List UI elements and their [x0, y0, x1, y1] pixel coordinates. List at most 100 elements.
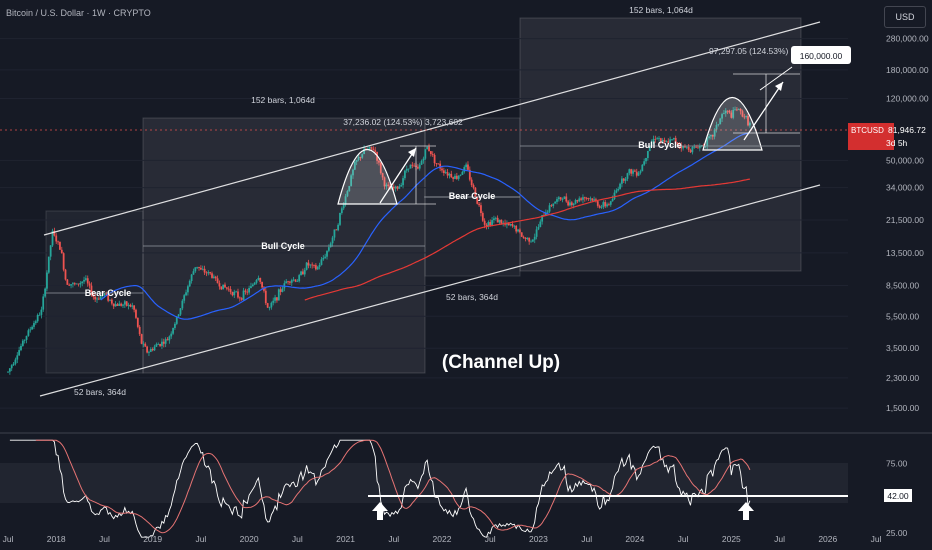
- candle-body: [199, 267, 202, 270]
- candle-body: [706, 137, 709, 147]
- candle-body: [454, 175, 456, 179]
- price-badge-countdown: 3d 5h: [886, 138, 908, 148]
- candle-body: [652, 138, 655, 143]
- candle-body: [279, 289, 282, 292]
- candle-body: [372, 148, 375, 151]
- candle-body: [446, 172, 449, 176]
- candle-body: [90, 285, 93, 295]
- candle-body: [591, 198, 594, 201]
- candle-body: [541, 215, 544, 222]
- candle-body: [277, 289, 280, 301]
- arrowhead-2021: [408, 148, 416, 157]
- price-badge-symbol: BTCUSD: [851, 126, 884, 135]
- candle-body: [34, 321, 37, 324]
- candle-body: [110, 299, 113, 304]
- candle-body: [49, 245, 52, 257]
- candles[interactable]: [7, 106, 751, 375]
- candle-body: [227, 288, 230, 290]
- candle-body: [506, 222, 508, 225]
- candle-body: [237, 291, 239, 298]
- candle-body: [570, 202, 573, 206]
- candle-body: [270, 302, 273, 308]
- channel-upper-line[interactable]: [43, 21, 821, 236]
- candle-body: [268, 307, 271, 309]
- candle-body: [27, 330, 30, 336]
- candle-body: [363, 148, 366, 155]
- candle-body: [737, 108, 740, 110]
- candle-body: [598, 205, 601, 208]
- candle-body: [103, 293, 106, 296]
- moving-averages: [100, 132, 750, 320]
- candle-body: [628, 169, 631, 174]
- candle-body: [635, 171, 638, 176]
- bear-cycle-label-1: Bear Cycle: [85, 288, 132, 298]
- candle-body: [181, 300, 184, 309]
- candle-body: [715, 125, 718, 130]
- candle-body: [522, 236, 525, 239]
- pane-separator[interactable]: [0, 432, 932, 434]
- candle-body: [394, 186, 397, 189]
- candle-body: [741, 111, 744, 117]
- candle-body: [641, 164, 644, 172]
- candle-body: [264, 290, 267, 304]
- candle-body: [576, 200, 579, 202]
- candle-body: [748, 122, 751, 126]
- candle-body: [251, 284, 254, 287]
- candle-body: [188, 280, 191, 287]
- candle-body: [14, 359, 17, 364]
- candle-body: [59, 241, 61, 250]
- candle-body: [411, 164, 414, 166]
- candle-body: [685, 146, 688, 148]
- candle-body: [73, 283, 76, 285]
- candle-body: [723, 113, 725, 115]
- candle-body: [305, 262, 308, 270]
- candle-body: [162, 341, 165, 344]
- candle-body: [743, 116, 746, 118]
- candle-body: [587, 198, 590, 200]
- candle-body: [533, 236, 536, 240]
- candle-body: [157, 344, 160, 345]
- top-arc-2025: [702, 97, 763, 151]
- bear-cycle-label-2: Bear Cycle: [449, 191, 496, 201]
- candle-body: [179, 308, 182, 315]
- candle-body: [574, 200, 577, 204]
- candle-body: [719, 118, 722, 125]
- candle-body: [407, 168, 410, 170]
- candle-body: [572, 203, 575, 206]
- candle-body: [663, 139, 666, 143]
- candle-body: [307, 262, 310, 266]
- candle-body: [400, 185, 403, 187]
- currency-button[interactable]: USD: [884, 6, 926, 28]
- candle-body: [187, 286, 189, 293]
- time-axis-label: 2020: [240, 534, 259, 544]
- candle-body: [444, 172, 447, 174]
- candle-body: [676, 142, 679, 145]
- target-callout[interactable]: [791, 46, 851, 64]
- candle-body: [151, 349, 154, 351]
- candle-body: [413, 165, 416, 167]
- candle-body: [442, 170, 445, 174]
- candle-body: [747, 116, 749, 126]
- candle-body: [18, 350, 21, 356]
- candle-body: [25, 335, 28, 340]
- candle-body: [556, 199, 558, 202]
- candle-body: [481, 213, 484, 221]
- rsi-axis-label: 75.00: [886, 459, 908, 469]
- time-axis-label: Jul: [292, 534, 303, 544]
- time-axis[interactable]: Jul 2018 Jul 2019 Jul 2020 Jul 2021 Jul 2022 Jul 20…: [3, 534, 882, 544]
- candle-body: [357, 157, 360, 161]
- candle-body: [739, 108, 742, 112]
- candle-body: [381, 173, 384, 178]
- candle-body: [583, 197, 586, 199]
- candle-body: [680, 145, 683, 149]
- candle-body: [485, 224, 488, 227]
- candle-body: [333, 229, 336, 238]
- candle-body: [402, 178, 404, 186]
- candle-body: [569, 202, 571, 206]
- indicator-badge: [884, 489, 912, 502]
- candle-body: [559, 197, 562, 200]
- price-badge-value: 81,946.72: [888, 125, 926, 135]
- channel-lower-line[interactable]: [39, 184, 821, 397]
- price-axis[interactable]: 280,000.00 180,000.00 120,000.00 50,000.00 3…: [886, 34, 929, 413]
